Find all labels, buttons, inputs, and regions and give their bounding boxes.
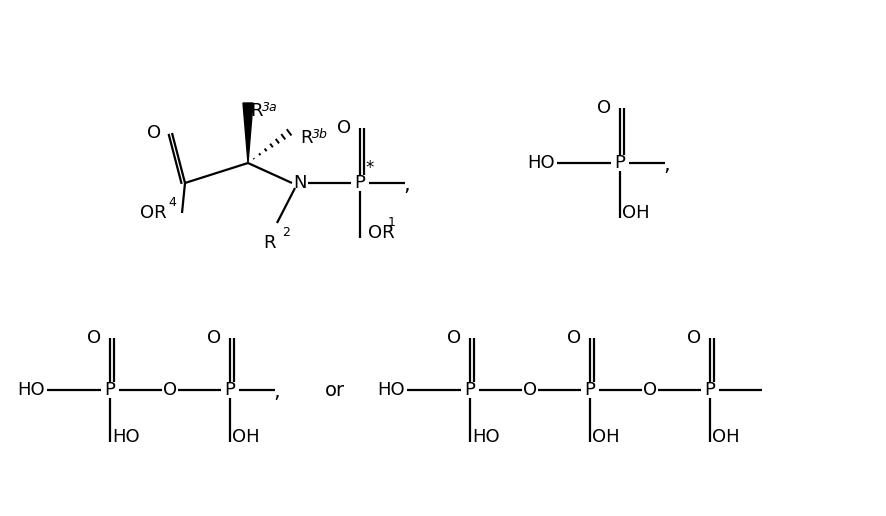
Text: P: P	[584, 381, 595, 399]
Text: OH: OH	[232, 428, 260, 446]
Text: O: O	[596, 99, 610, 117]
Text: P: P	[464, 381, 475, 399]
Text: or: or	[324, 380, 345, 399]
Text: 4: 4	[167, 196, 175, 209]
Text: OH: OH	[711, 428, 739, 446]
Text: O: O	[87, 329, 101, 347]
Text: P: P	[105, 381, 115, 399]
Text: ,: ,	[403, 175, 410, 195]
Text: O: O	[642, 381, 657, 399]
Text: HO: HO	[471, 428, 499, 446]
Text: O: O	[147, 124, 161, 142]
Text: HO: HO	[112, 428, 139, 446]
Text: OH: OH	[591, 428, 619, 446]
Polygon shape	[243, 103, 253, 163]
Text: 3a: 3a	[261, 101, 277, 114]
Text: 3b: 3b	[312, 127, 328, 140]
Text: O: O	[566, 329, 580, 347]
Text: O: O	[447, 329, 461, 347]
Text: P: P	[703, 381, 715, 399]
Text: N: N	[293, 174, 307, 192]
Text: OR: OR	[140, 204, 167, 222]
Text: O: O	[337, 119, 351, 137]
Text: ,: ,	[663, 155, 670, 175]
Text: R: R	[299, 129, 312, 147]
Text: R: R	[263, 234, 276, 252]
Text: P: P	[354, 174, 365, 192]
Text: *: *	[365, 159, 374, 177]
Text: O: O	[163, 381, 177, 399]
Text: OR: OR	[368, 224, 394, 242]
Text: HO: HO	[527, 154, 555, 172]
Text: O: O	[206, 329, 221, 347]
Text: R: R	[250, 102, 262, 120]
Text: O: O	[523, 381, 536, 399]
Text: P: P	[614, 154, 625, 172]
Text: O: O	[686, 329, 700, 347]
Text: HO: HO	[18, 381, 45, 399]
Text: P: P	[224, 381, 235, 399]
Text: 2: 2	[282, 226, 290, 239]
Text: HO: HO	[377, 381, 405, 399]
Text: ,: ,	[274, 382, 280, 402]
Text: OH: OH	[621, 204, 649, 222]
Text: 1: 1	[387, 216, 395, 229]
